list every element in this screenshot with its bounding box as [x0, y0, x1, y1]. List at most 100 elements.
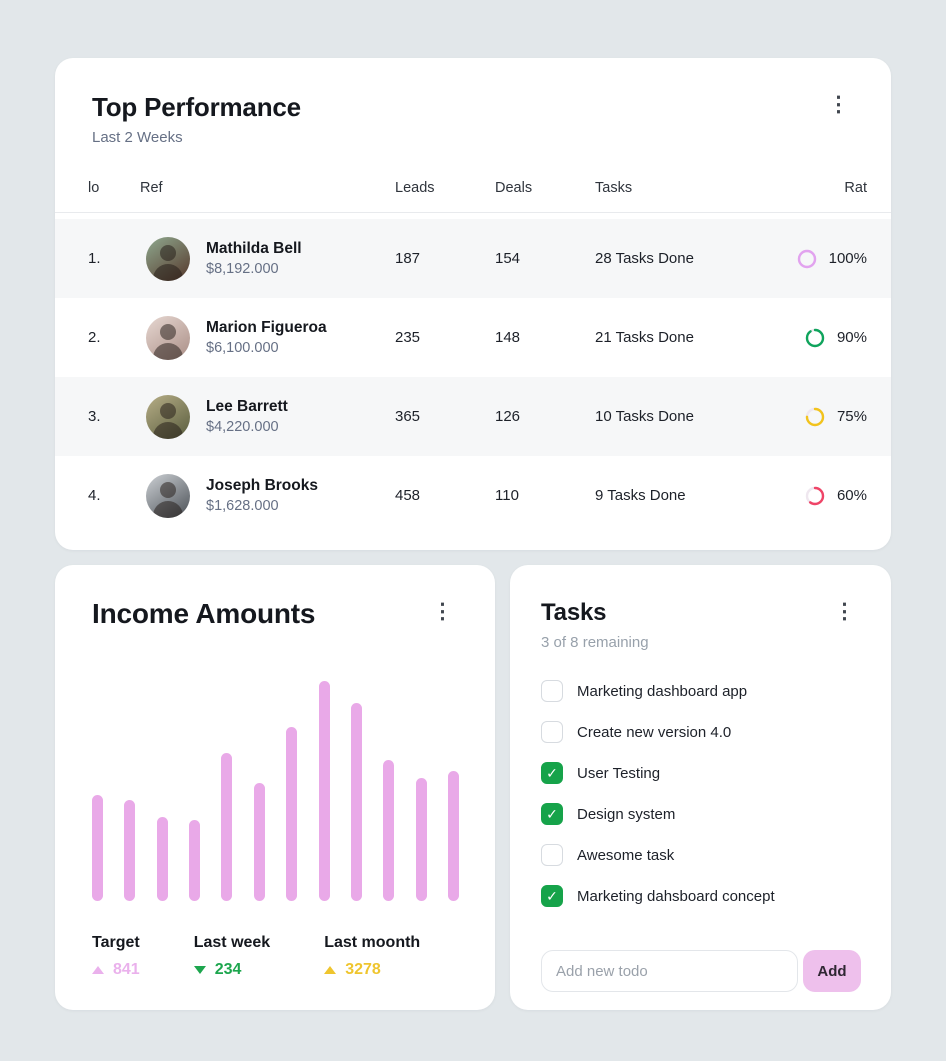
task-item[interactable]: Awesome task [541, 843, 891, 867]
person-amount: $4,220.000 [206, 419, 279, 435]
new-task-input[interactable] [541, 950, 798, 992]
rate-cell: 100% [790, 249, 867, 269]
performance-table-body: 1. Mathilda Bell $8,192.000 187 154 28 T… [55, 219, 891, 535]
stat-value-row: 3278 [324, 961, 420, 979]
task-label: Marketing dashboard app [577, 682, 748, 700]
rate-cell: 60% [790, 486, 867, 506]
trend-arrow-icon [324, 966, 337, 974]
row-number: 2. [88, 329, 101, 346]
leads-value: 458 [395, 487, 421, 504]
kebab-menu-icon: ⋮ [834, 600, 855, 623]
task-item[interactable]: ✓ User Testing [541, 761, 891, 785]
person-info: Lee Barrett $4,220.000 [206, 398, 288, 435]
person-cell: Joseph Brooks $1,628.000 [140, 473, 395, 518]
leads-value: 187 [395, 250, 421, 267]
column-header-rate: Rat [844, 180, 867, 196]
chart-bar [221, 752, 233, 901]
rate-ring-icon [805, 407, 825, 427]
chart-bar [189, 820, 201, 901]
deals-value: 110 [495, 487, 519, 504]
income-header: Income Amounts ⋮ [55, 565, 495, 629]
task-label: Design system [577, 805, 676, 823]
avatar [146, 236, 190, 281]
row-number: 1. [88, 250, 101, 267]
table-row[interactable]: 3. Lee Barrett $4,220.000 365 126 10 Tas… [55, 377, 891, 456]
chart-bar [318, 681, 330, 901]
tasks-subtitle: 3 of 8 remaining [541, 634, 649, 651]
add-task-button[interactable]: Add [803, 950, 861, 992]
stat-block: Last week 234 [193, 934, 270, 979]
stat-label: Last moonth [324, 934, 421, 951]
task-item[interactable]: ✓ Marketing dahsboard concept [541, 884, 891, 908]
person-name: Joseph Brooks [206, 477, 318, 494]
person-amount: $8,192.000 [206, 261, 279, 277]
column-header-deals: Deals [495, 180, 533, 196]
task-checkbox[interactable] [541, 844, 563, 866]
chart-bar [156, 817, 168, 901]
person-cell: Mathilda Bell $8,192.000 [140, 236, 395, 281]
chart-bar [350, 703, 362, 901]
task-checkbox[interactable] [541, 680, 563, 702]
task-item[interactable]: Marketing dashboard app [541, 679, 891, 703]
deals-value: 148 [495, 329, 521, 346]
income-amounts-card: Income Amounts ⋮ Target 841 Last week 23… [55, 565, 495, 1010]
task-checkbox[interactable]: ✓ [541, 803, 563, 825]
stat-value: 3278 [345, 961, 381, 978]
trend-arrow-icon [193, 966, 206, 974]
tasks-header: Tasks ⋮ [510, 565, 891, 627]
person-name: Lee Barrett [206, 398, 288, 415]
stat-label: Target [92, 934, 140, 951]
top-performance-subtitle: Last 2 Weeks [92, 129, 183, 146]
rate-percent: 75% [836, 408, 867, 425]
person-cell: Lee Barrett $4,220.000 [140, 394, 395, 439]
kebab-menu-icon: ⋮ [828, 93, 849, 116]
rate-cell: 90% [790, 328, 867, 348]
table-row[interactable]: 2. Marion Figueroa $6,100.000 235 148 21… [55, 298, 891, 377]
person-info: Marion Figueroa $6,100.000 [206, 319, 327, 356]
task-label: User Testing [577, 764, 661, 782]
rate-ring-icon [805, 328, 825, 348]
tasks-card: Tasks ⋮ 3 of 8 remaining Marketing dashb… [510, 565, 891, 1010]
avatar [146, 473, 190, 518]
task-item[interactable]: ✓ Design system [541, 802, 891, 826]
tasks-menu-button[interactable]: ⋮ [828, 599, 861, 624]
task-checkbox[interactable] [541, 721, 563, 743]
task-item[interactable]: Create new version 4.0 [541, 720, 891, 744]
tasks-value: 28 Tasks Done [595, 250, 694, 267]
top-performance-menu-button[interactable]: ⋮ [822, 92, 855, 117]
income-menu-button[interactable]: ⋮ [426, 599, 459, 624]
add-task-row: Add [541, 950, 861, 992]
leads-value: 365 [395, 408, 421, 425]
deals-value: 154 [495, 250, 521, 267]
chart-bar [286, 727, 298, 901]
task-list: Marketing dashboard app Create new versi… [510, 679, 891, 908]
rate-percent: 100% [828, 250, 867, 267]
column-header-tasks: Tasks [595, 180, 633, 196]
chart-bar [383, 759, 395, 901]
leads-value: 235 [395, 329, 421, 346]
rate-ring-icon [797, 249, 817, 269]
stat-block: Last moonth 3278 [324, 934, 420, 979]
income-stats: Target 841 Last week 234 Last moonth [92, 934, 459, 979]
row-number: 3. [88, 408, 101, 425]
stat-value-row: 234 [193, 961, 270, 979]
chart-bar [415, 777, 427, 901]
task-checkbox[interactable]: ✓ [541, 885, 563, 907]
person-info: Joseph Brooks $1,628.000 [206, 477, 318, 514]
tasks-title: Tasks [541, 599, 607, 626]
stat-value: 234 [214, 961, 242, 978]
table-row[interactable]: 1. Mathilda Bell $8,192.000 187 154 28 T… [55, 219, 891, 298]
table-row[interactable]: 4. Joseph Brooks $1,628.000 458 110 9 Ta… [55, 456, 891, 535]
task-label: Create new version 4.0 [577, 723, 732, 741]
kebab-menu-icon: ⋮ [432, 600, 453, 623]
task-label: Marketing dahsboard concept [577, 887, 775, 905]
task-checkbox[interactable]: ✓ [541, 762, 563, 784]
bar-chart [92, 681, 459, 901]
trend-arrow-icon [92, 966, 104, 974]
column-header-no: lo [88, 180, 100, 196]
rate-cell: 75% [790, 407, 867, 427]
chart-bar [92, 794, 103, 901]
person-name: Marion Figueroa [206, 319, 327, 336]
chart-bar [253, 782, 265, 901]
rate-percent: 60% [836, 487, 867, 504]
